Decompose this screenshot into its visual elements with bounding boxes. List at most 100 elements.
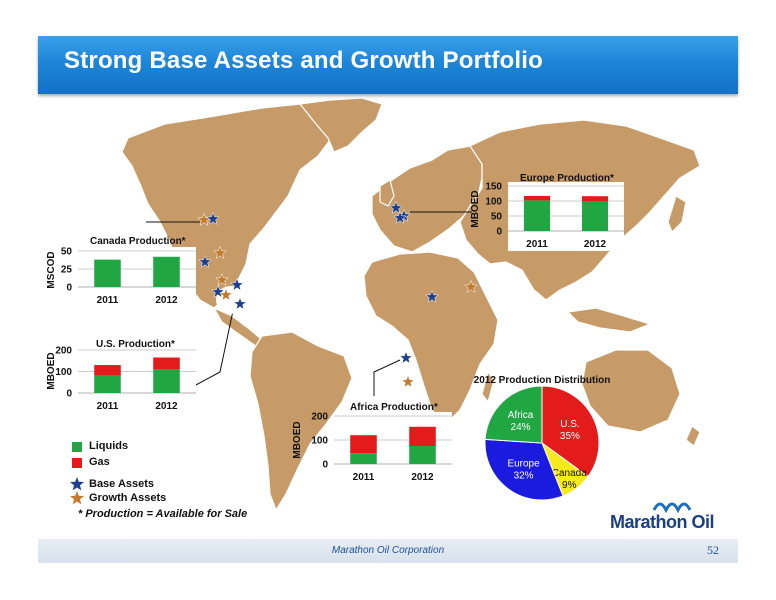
base-asset-star xyxy=(230,277,244,291)
x-tick-label: 2012 xyxy=(155,295,178,306)
growth-asset-star xyxy=(401,374,415,388)
chart-title: Africa Production* xyxy=(350,402,438,413)
legend-liquids-label: Liquids xyxy=(89,440,129,452)
pie-label: Europe xyxy=(507,458,540,469)
x-tick-label: 2012 xyxy=(411,472,434,483)
bar-liquids-2011 xyxy=(94,375,121,393)
base-asset-star xyxy=(393,210,407,224)
bar-liquids-2012 xyxy=(153,369,180,393)
bar-chart-1: 0 25 50 Canada Production* MSCOD 2011 2012 xyxy=(46,236,196,307)
pie-label: U.S. xyxy=(560,419,579,430)
chart-title: Europe Production* xyxy=(520,173,614,184)
pie-chart: 2012 Production Distribution U.S.35% Canad… xyxy=(474,375,611,501)
x-tick-label: 2011 xyxy=(353,472,375,483)
bar-gas-2012 xyxy=(153,357,180,370)
base-asset-star xyxy=(206,211,220,225)
base-asset-star-icon xyxy=(70,477,84,491)
pie-value-label: 24% xyxy=(511,422,531,433)
new-zealand-landmass xyxy=(685,425,701,447)
bar-gas-2011 xyxy=(523,195,551,201)
x-tick-label: 2011 xyxy=(526,239,548,250)
y-tick-label: 0 xyxy=(322,460,328,471)
pie-slice-us xyxy=(541,385,600,478)
pie-label: Africa xyxy=(508,410,534,421)
us-pointer-line xyxy=(193,305,235,387)
y-axis-label: MBOED xyxy=(470,190,481,227)
pie-label: Canada xyxy=(552,468,587,479)
africa-pointer-line xyxy=(373,359,401,396)
y-tick-label: 0 xyxy=(66,389,72,400)
pie-value-label: 35% xyxy=(560,431,580,442)
y-tick-label: 100 xyxy=(311,436,328,447)
title-banner: Strong Base Assets and Growth Portfolio xyxy=(38,36,738,94)
y-axis-label: MBOED xyxy=(292,421,303,458)
pie-slice-africa xyxy=(484,385,543,444)
logo-wave-icon xyxy=(652,502,692,514)
marathon-oil-logo: Marathon Oil xyxy=(610,498,730,538)
footer-company: Marathon Oil Corporation xyxy=(331,545,445,556)
page-number: 52 xyxy=(707,543,719,557)
y-tick-label: 0 xyxy=(66,283,72,294)
bar-liquids-2011 xyxy=(523,200,551,231)
pie-value-label: 9% xyxy=(562,480,577,491)
pie-slice-europe xyxy=(484,438,564,501)
chart-title: U.S. Production* xyxy=(96,339,175,350)
x-tick-label: 2011 xyxy=(97,295,119,306)
x-tick-label: 2011 xyxy=(97,401,119,412)
y-tick-label: 200 xyxy=(311,412,328,423)
africa-landmass xyxy=(363,251,499,425)
madagascar-landmass xyxy=(481,371,495,403)
bar-liquids-2012 xyxy=(409,446,436,464)
footnote: * Production = Available for Sale xyxy=(78,508,248,520)
base-asset-star xyxy=(425,289,439,303)
japan-landmass xyxy=(667,195,687,233)
growth-asset-star xyxy=(215,272,229,286)
x-tick-label: 2012 xyxy=(584,239,607,250)
legend-gas-label: Gas xyxy=(89,456,110,468)
base-asset-star xyxy=(389,200,403,214)
bar-liquids-2011 xyxy=(94,259,121,287)
base-asset-star xyxy=(399,350,413,364)
bar-liquids-2012 xyxy=(153,256,180,287)
y-tick-label: 50 xyxy=(61,247,73,258)
bar-gas-2011 xyxy=(350,435,377,454)
pie-title: 2012 Production Distribution xyxy=(474,375,611,386)
y-tick-label: 100 xyxy=(55,367,72,378)
base-asset-star xyxy=(211,284,225,298)
bar-gas-2012 xyxy=(581,196,609,201)
legend-base-assets-label: Base Assets xyxy=(89,478,155,490)
y-tick-label: 150 xyxy=(485,182,502,193)
base-asset-star xyxy=(198,254,212,268)
page-title: Strong Base Assets and Growth Portfolio xyxy=(64,47,543,74)
bar-liquids-2012 xyxy=(581,201,609,231)
y-axis-label: MBOED xyxy=(46,352,57,389)
australia-landmass xyxy=(581,349,681,433)
greenland-landmass xyxy=(299,97,383,153)
y-tick-label: 100 xyxy=(485,197,502,208)
y-tick-label: 25 xyxy=(61,265,73,276)
growth-asset-star xyxy=(464,279,478,293)
indonesia-landmass xyxy=(567,307,651,333)
pie-value-label: 32% xyxy=(514,470,534,481)
bar-chart-3: 0 50 100 150 Europe Production* MBOED 2011 2012 xyxy=(470,173,624,251)
bar-gas-2012 xyxy=(409,426,436,446)
growth-asset-star xyxy=(219,287,233,301)
liquids-swatch xyxy=(72,442,82,452)
bar-liquids-2011 xyxy=(350,453,377,464)
y-tick-label: 200 xyxy=(55,346,72,357)
growth-asset-star xyxy=(213,245,227,259)
logo-text: Marathon Oil xyxy=(610,512,715,532)
gas-swatch xyxy=(72,458,82,468)
bar-chart-2: 0 100 200 U.S. Production* MBOED 2011 2012 xyxy=(46,339,196,413)
footer-band xyxy=(38,539,738,563)
y-axis-label: MSCOD xyxy=(46,251,57,288)
legend-growth-assets-label: Growth Assets xyxy=(89,492,167,504)
y-tick-label: 50 xyxy=(491,212,503,223)
base-asset-star xyxy=(233,296,247,310)
uk-landmass xyxy=(379,179,395,207)
x-tick-label: 2012 xyxy=(155,401,178,412)
y-tick-label: 0 xyxy=(496,227,502,238)
growth-asset-star-icon xyxy=(70,491,84,505)
bar-gas-2011 xyxy=(94,365,121,376)
